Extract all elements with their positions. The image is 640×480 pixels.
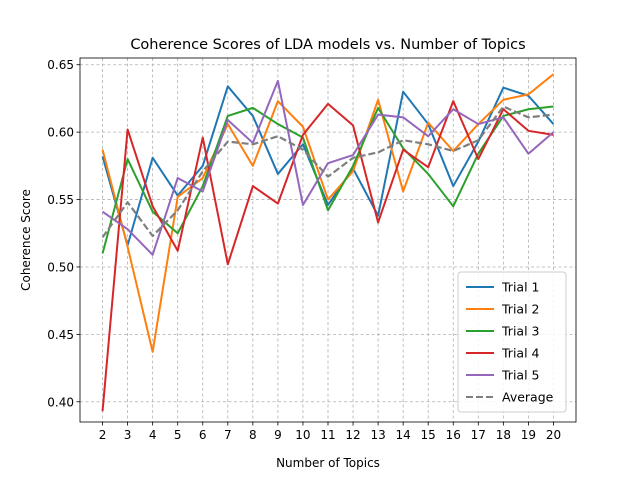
x-tick-label: 20 [546, 428, 561, 442]
y-tick-label: 0.50 [47, 260, 74, 274]
legend-label: Trial 4 [501, 346, 540, 361]
x-tick-label: 19 [521, 428, 536, 442]
x-tick-label: 5 [174, 428, 182, 442]
legend-label: Trial 5 [501, 368, 539, 383]
x-tick-label: 8 [249, 428, 257, 442]
x-tick-label: 6 [199, 428, 207, 442]
legend: Trial 1 Trial 2 Trial 3 Trial 4 Trial 5 Avera… [458, 272, 566, 412]
legend-label: Average [502, 390, 554, 405]
x-axis-label: Number of Topics [276, 456, 380, 470]
x-tick-label: 15 [421, 428, 436, 442]
y-tick-label: 0.55 [47, 193, 74, 207]
x-tick-label: 13 [370, 428, 385, 442]
x-tick-label: 14 [396, 428, 411, 442]
x-tick-label: 17 [471, 428, 486, 442]
y-tick-label: 0.45 [47, 328, 74, 342]
x-tick-label: 2 [99, 428, 107, 442]
y-tick-label: 0.60 [47, 126, 74, 140]
chart-title: Coherence Scores of LDA models vs. Numbe… [130, 37, 525, 53]
y-axis-label: Coherence Score [19, 189, 33, 291]
legend-label: Trial 2 [501, 302, 539, 317]
x-tick-label: 18 [496, 428, 511, 442]
x-tick-label: 12 [345, 428, 360, 442]
y-tick-label: 0.40 [47, 395, 74, 409]
x-tick-label: 4 [149, 428, 157, 442]
x-tick-label: 9 [274, 428, 282, 442]
x-tick-label: 11 [320, 428, 335, 442]
x-tick-label: 3 [124, 428, 132, 442]
x-tick-label: 10 [295, 428, 310, 442]
x-tick-label: 7 [224, 428, 232, 442]
legend-label: Trial 3 [501, 324, 539, 339]
y-tick-label: 0.65 [47, 58, 74, 72]
legend-label: Trial 1 [501, 280, 539, 295]
x-tick-label: 16 [446, 428, 461, 442]
